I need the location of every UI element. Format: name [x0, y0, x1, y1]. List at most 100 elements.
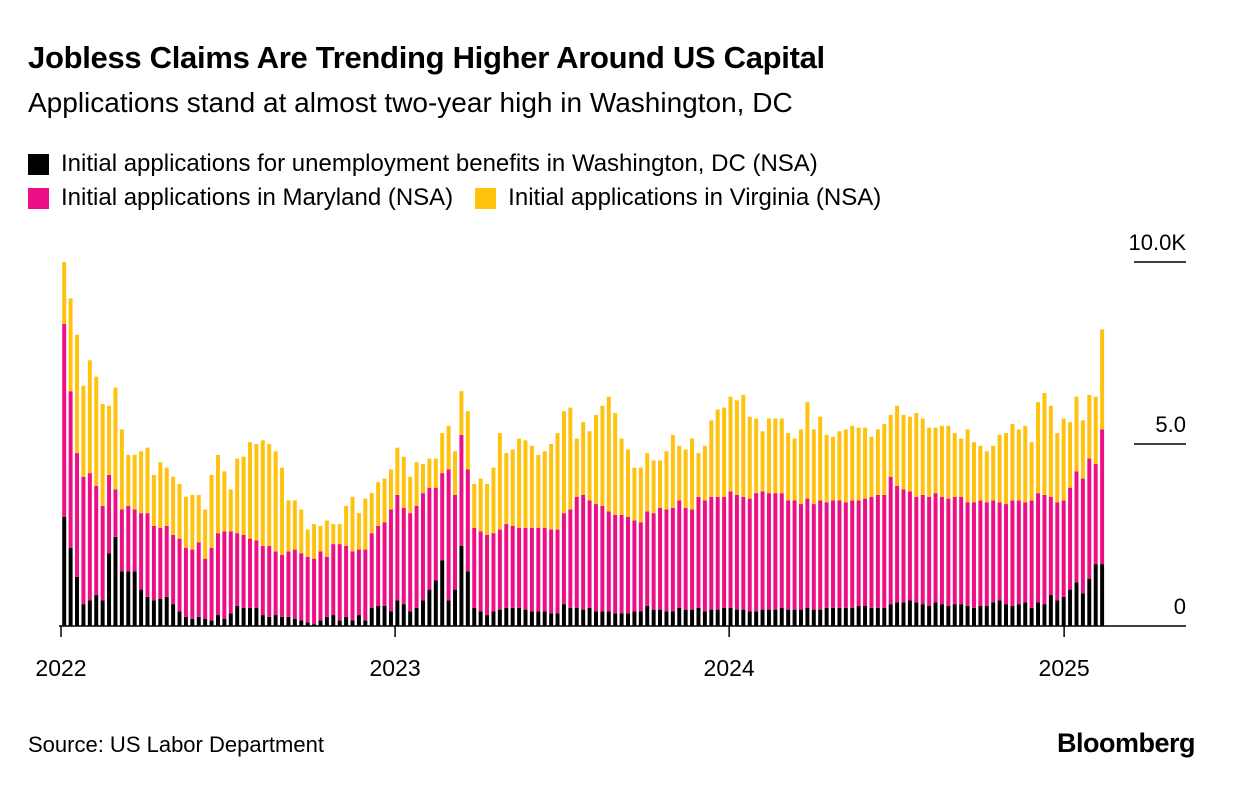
bar-segment-dc: [497, 609, 502, 626]
bar-segment-maryland: [664, 509, 669, 612]
bar-segment-dc: [126, 571, 131, 626]
bar-segment-dc: [440, 560, 445, 626]
bar-segment-dc: [1068, 589, 1073, 626]
bar-segment-dc: [856, 605, 861, 626]
bar-segment-maryland: [997, 502, 1002, 601]
bar-segment-dc: [1087, 578, 1092, 626]
bar-segment-maryland: [427, 487, 432, 590]
bar-segment-dc: [875, 607, 880, 626]
bar-segment-virginia: [523, 440, 528, 528]
bar-segment-virginia: [356, 513, 361, 550]
bar-segment-virginia: [869, 436, 874, 497]
bar-segment-dc: [286, 616, 291, 626]
bar-segment-maryland: [1093, 464, 1098, 565]
bar-segment-maryland: [613, 514, 618, 614]
y-tick-label: 5.0: [1155, 412, 1186, 437]
bar-segment-maryland: [927, 496, 932, 606]
bar-segment-dc: [914, 602, 919, 626]
bar-segment-dc: [1016, 604, 1021, 626]
bar-segment-dc: [388, 611, 393, 626]
bar-segment-dc: [549, 613, 554, 626]
x-tick-label: 2022: [35, 655, 86, 681]
bar-segment-maryland: [907, 491, 912, 601]
legend-row-1: Initial applications for unemployment be…: [28, 147, 1178, 181]
bar-segment-virginia: [978, 445, 983, 501]
bar-segment-virginia: [177, 484, 182, 539]
bar-segment-virginia: [433, 458, 438, 488]
bar-segment-dc: [1100, 564, 1105, 626]
bar-segment-maryland: [766, 493, 771, 610]
bar-segment-maryland: [722, 496, 727, 608]
bar-segment-dc: [696, 607, 701, 626]
bar-segment-dc: [401, 604, 406, 626]
bar-segment-dc: [75, 576, 79, 626]
bar-segment-dc: [337, 620, 342, 626]
bar-segment-virginia: [465, 411, 470, 470]
bar-segment-virginia: [1061, 418, 1066, 501]
bar-segment-virginia: [369, 493, 374, 534]
bar-segment-maryland: [75, 453, 79, 577]
bar-segment-maryland: [888, 476, 893, 605]
bar-segment-virginia: [1004, 433, 1008, 505]
bar-segment-dc: [786, 609, 791, 626]
legend-item-dc: Initial applications for unemployment be…: [28, 150, 818, 178]
bar-segment-virginia: [510, 449, 515, 526]
bar-segment-virginia: [843, 429, 848, 503]
bar-segment-virginia: [920, 418, 925, 495]
legend-row-2: Initial applications in Maryland (NSA) I…: [28, 181, 1178, 215]
bar-segment-maryland: [113, 489, 118, 537]
bar-segment-virginia: [632, 467, 637, 521]
bar-segment-virginia: [139, 451, 144, 514]
bar-segment-dc: [248, 607, 252, 626]
bar-segment-maryland: [87, 473, 92, 601]
bar-segment-maryland: [1068, 487, 1073, 590]
bar-segment-dc: [927, 605, 932, 626]
bar-segment-maryland: [1036, 493, 1041, 603]
bar-segment-virginia: [331, 524, 336, 545]
bar-segment-maryland: [164, 525, 169, 597]
bar-segment-dc: [369, 607, 374, 626]
bar-segment-maryland: [1048, 496, 1053, 596]
bar-segment-maryland: [158, 527, 163, 599]
bar-segment-maryland: [1010, 500, 1015, 606]
bar-segment-virginia: [1055, 433, 1060, 503]
bar-segment-maryland: [119, 509, 124, 572]
bar-segment-dc: [350, 620, 355, 626]
bar-segment-virginia: [831, 436, 836, 501]
bar-segment-maryland: [786, 500, 791, 610]
bar-segment-virginia: [241, 456, 246, 535]
bar-segment-dc: [529, 611, 534, 626]
bar-segment-dc: [183, 616, 188, 626]
bar-segment-virginia: [267, 444, 272, 546]
bar-segment-dc: [1055, 600, 1060, 626]
bar-segment-virginia: [254, 444, 259, 541]
bar-segment-maryland: [292, 549, 297, 619]
bar-segment-virginia: [818, 416, 823, 501]
bar-segment-virginia: [856, 427, 861, 501]
bar-segment-dc: [939, 604, 944, 626]
bar-segment-dc: [1048, 595, 1053, 626]
bar-segment-virginia: [914, 413, 919, 497]
bar-segment-dc: [356, 615, 361, 626]
bar-segment-virginia: [312, 524, 317, 559]
bar-segment-virginia: [299, 509, 304, 554]
bar-segment-virginia: [561, 411, 566, 514]
bar-segment-virginia: [901, 414, 906, 490]
bar-segment-maryland: [638, 522, 643, 612]
bar-segment-dc: [658, 609, 663, 626]
bar-segment-maryland: [196, 542, 201, 617]
bar-segment-dc: [273, 615, 278, 626]
bar-segment-dc: [100, 600, 105, 626]
bar-segment-virginia: [1093, 396, 1098, 465]
bar-segment-virginia: [1029, 442, 1034, 501]
bar-segment-dc: [946, 605, 951, 626]
bar-segment-maryland: [369, 533, 374, 608]
bar-segment-dc: [139, 589, 144, 626]
bar-segment-virginia: [158, 462, 163, 528]
bar-segment-dc: [831, 607, 836, 626]
bar-segment-maryland: [523, 527, 528, 610]
bar-segment-maryland: [555, 529, 560, 614]
bar-segment-dc: [587, 607, 592, 626]
bar-segment-maryland: [696, 496, 701, 608]
bar-segment-dc: [446, 600, 451, 626]
